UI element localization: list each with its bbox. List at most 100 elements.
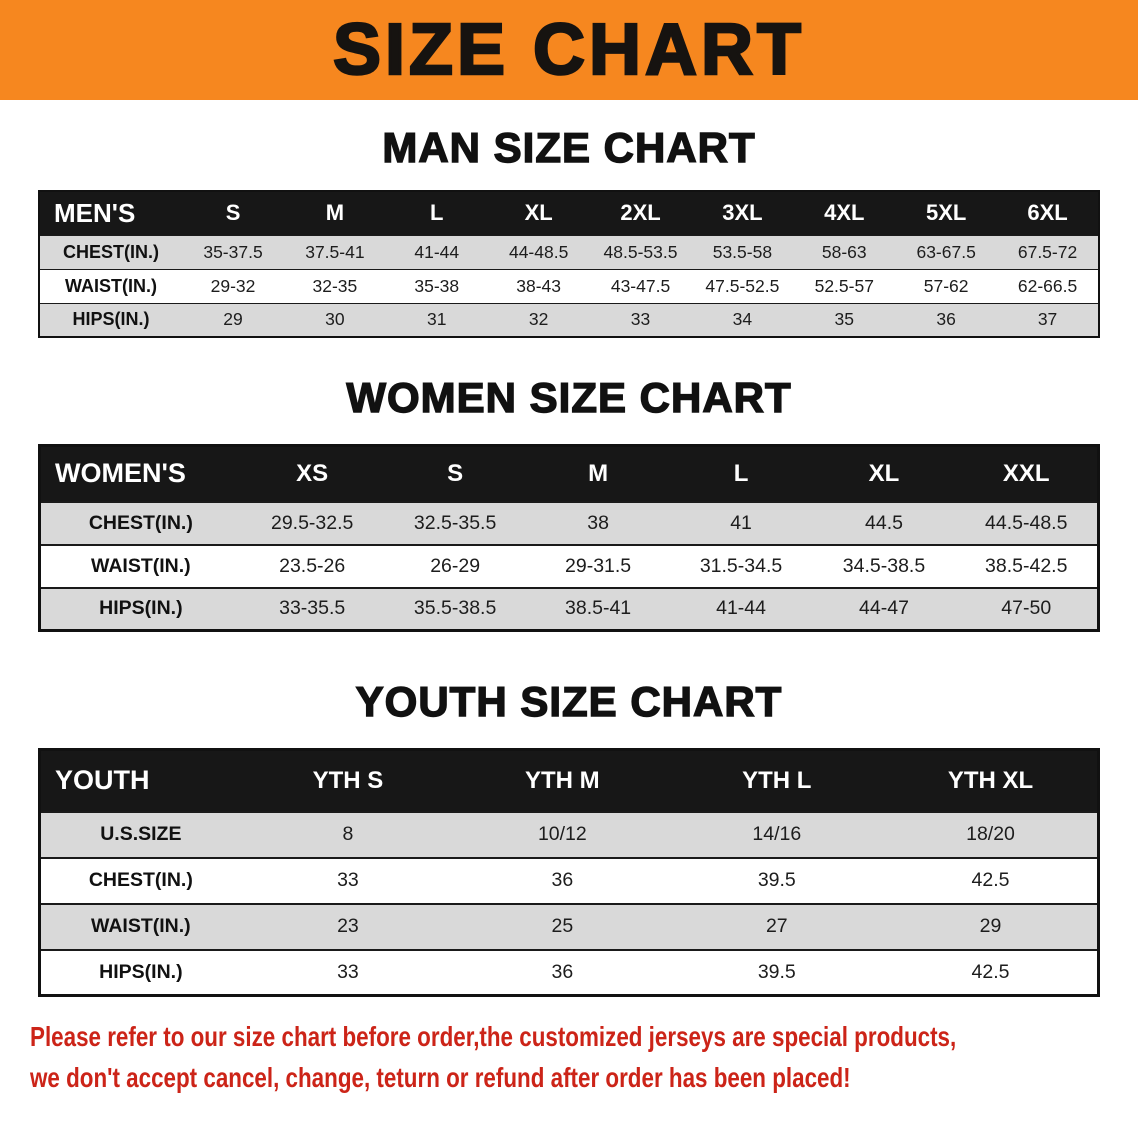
size-value-cell: 33	[630, 309, 651, 330]
size-value-cell: 57-62	[923, 275, 969, 296]
size-column-header: S	[383, 445, 527, 502]
size-value-cell: 48.5-53.5	[603, 241, 678, 262]
women-size-section: WOMEN SIZE CHART WOMEN'S XS S M L XL XXL CHEST(…	[0, 373, 1138, 632]
size-value-cell: 44-47	[859, 597, 909, 620]
size-column-header: M	[283, 191, 386, 235]
size-column-header: 2XL	[589, 191, 692, 235]
table-row: CHEST(IN.) 35-37.5 37.5-41 41-44 44-48.5 48.5…	[39, 235, 1099, 269]
size-value-cell: 29	[979, 915, 1002, 937]
row-label-cell: CHEST(IN.)	[63, 241, 160, 262]
table-row: CHEST(IN.) 33 36 39.5 42.5	[39, 857, 1099, 904]
size-value-cell: 52.5-57	[814, 275, 874, 296]
table-name-cell: WOMEN'S	[39, 445, 241, 502]
size-value-cell: 36	[551, 960, 574, 983]
size-value-cell: 67.5-72	[1017, 241, 1078, 262]
row-label-cell: CHEST(IN.)	[88, 869, 193, 891]
youth-size-section: YOUTH SIZE CHART YOUTH YTH S YTH M YTH L YTH…	[0, 677, 1138, 997]
size-value-cell: 38.5-42.5	[985, 554, 1068, 577]
size-column-header: YTH L	[669, 749, 885, 812]
row-label-cell: WAIST(IN.)	[65, 275, 158, 296]
size-column-header: XS	[240, 445, 384, 502]
size-value-cell: 25	[551, 915, 574, 937]
size-column-header: XL	[487, 191, 590, 235]
men-chart-heading: MAN SIZE CHART	[382, 123, 756, 171]
size-value-cell: 30	[325, 309, 345, 330]
row-label-cell: WAIST(IN.)	[91, 554, 191, 577]
size-value-cell: 32	[528, 309, 549, 330]
table-header-row: YOUTH YTH S YTH M YTH L YTH XL	[39, 749, 1099, 812]
table-row: HIPS(IN.) 33-35.5 35.5-38.5 38.5-41 41-44 44-…	[39, 587, 1099, 631]
size-value-cell: 47.5-52.5	[705, 275, 780, 296]
row-label-cell: CHEST(IN.)	[88, 511, 193, 534]
size-value-cell: 26-29	[430, 554, 481, 577]
table-row: HIPS(IN.) 33 36 39.5 42.5	[39, 949, 1099, 996]
size-column-header: 4XL	[793, 191, 896, 235]
size-value-cell: 18/20	[966, 823, 1015, 845]
size-value-cell: 14/16	[752, 823, 802, 845]
size-column-header: XXL	[955, 445, 1099, 502]
size-value-cell: 37	[1037, 309, 1058, 330]
table-row: WAIST(IN.) 23 25 27 29	[39, 903, 1099, 950]
size-value-cell: 34	[732, 309, 753, 330]
page-title: SIZE CHART	[332, 9, 805, 92]
row-label-cell: HIPS(IN.)	[99, 960, 183, 983]
youth-size-table: YOUTH YTH S YTH M YTH L YTH XL U.S.SIZE 8 10/12…	[38, 748, 1100, 997]
size-value-cell: 44.5	[865, 511, 903, 534]
size-value-cell: 43-47.5	[610, 275, 671, 296]
women-chart-heading: WOMEN SIZE CHART	[346, 373, 792, 421]
size-value-cell: 36	[936, 309, 956, 330]
size-value-cell: 41-44	[716, 597, 766, 620]
row-label-cell: WAIST(IN.)	[91, 915, 191, 937]
size-value-cell: 8	[342, 823, 354, 845]
disclaimer-line-1: Please refer to our size chart before or…	[30, 1021, 957, 1052]
size-value-cell: 10/12	[537, 823, 587, 845]
size-value-cell: 34.5-38.5	[842, 554, 926, 577]
size-value-cell: 23.5-26	[279, 554, 346, 577]
size-value-cell: 44-48.5	[508, 241, 569, 262]
size-charts: MAN SIZE CHART MEN'S S M L XL 2XL 3XL 4XL 5XL 6XL…	[0, 123, 1138, 997]
size-value-cell: 39.5	[757, 869, 796, 891]
size-value-cell: 29-32	[210, 275, 256, 296]
table-header-row: MEN'S S M L XL 2XL 3XL 4XL 5XL 6XL	[39, 191, 1099, 235]
size-value-cell: 23	[337, 915, 359, 937]
size-value-cell: 33	[337, 960, 359, 983]
size-value-cell: 33	[337, 869, 359, 891]
size-value-cell: 44.5-48.5	[985, 511, 1068, 534]
size-value-cell: 63-67.5	[916, 241, 976, 262]
size-column-header: YTH S	[240, 749, 456, 812]
table-row: U.S.SIZE 8 10/12 14/16 18/20	[39, 811, 1099, 858]
table-row: CHEST(IN.) 29.5-32.5 32.5-35.5 38 41 44.5 44.5…	[39, 501, 1099, 545]
size-column-header: 6XL	[997, 191, 1099, 235]
size-value-cell: 36	[551, 869, 574, 891]
size-value-cell: 29.5-32.5	[270, 511, 354, 534]
size-value-cell: 41	[730, 511, 752, 534]
size-value-cell: 29	[223, 309, 243, 330]
table-row: WAIST(IN.) 29-32 32-35 35-38 38-43 43-47.5 47.…	[39, 269, 1099, 303]
size-value-cell: 53.5-58	[712, 241, 773, 262]
size-chart-banner: SIZE CHART	[0, 0, 1138, 100]
size-column-header: L	[385, 191, 488, 235]
size-value-cell: 62-66.5	[1017, 275, 1078, 296]
size-value-cell: 35	[834, 309, 855, 330]
youth-chart-heading: YOUTH SIZE CHART	[355, 677, 783, 725]
women-size-table: WOMEN'S XS S M L XL XXL CHEST(IN.) 29.5-32.5 32.5…	[38, 444, 1100, 632]
order-disclaimer: Please refer to our size chart before or…	[30, 1017, 1138, 1098]
disclaimer-line-2: we don't accept cancel, change, teturn o…	[30, 1061, 851, 1093]
size-value-cell: 39.5	[757, 960, 796, 983]
table-name-cell: MEN'S	[39, 191, 183, 235]
table-header-row: WOMEN'S XS S M L XL XXL	[39, 445, 1099, 502]
size-value-cell: 38	[587, 511, 609, 534]
size-value-cell: 32-35	[312, 275, 358, 296]
size-value-cell: 47-50	[1001, 597, 1052, 620]
size-column-header: L	[669, 445, 813, 502]
size-value-cell: 31	[427, 309, 447, 330]
size-column-header: S	[182, 191, 284, 235]
size-value-cell: 42.5	[971, 960, 1010, 983]
table-name-cell: YOUTH	[39, 749, 241, 812]
size-value-cell: 41-44	[414, 241, 460, 262]
size-value-cell: 38-43	[516, 275, 562, 296]
row-label-cell: HIPS(IN.)	[99, 597, 183, 620]
men-size-section: MAN SIZE CHART MEN'S S M L XL 2XL 3XL 4XL 5XL 6XL…	[0, 123, 1138, 338]
size-column-header: XL	[812, 445, 956, 502]
table-row: WAIST(IN.) 23.5-26 26-29 29-31.5 31.5-34.5 34…	[39, 544, 1099, 588]
